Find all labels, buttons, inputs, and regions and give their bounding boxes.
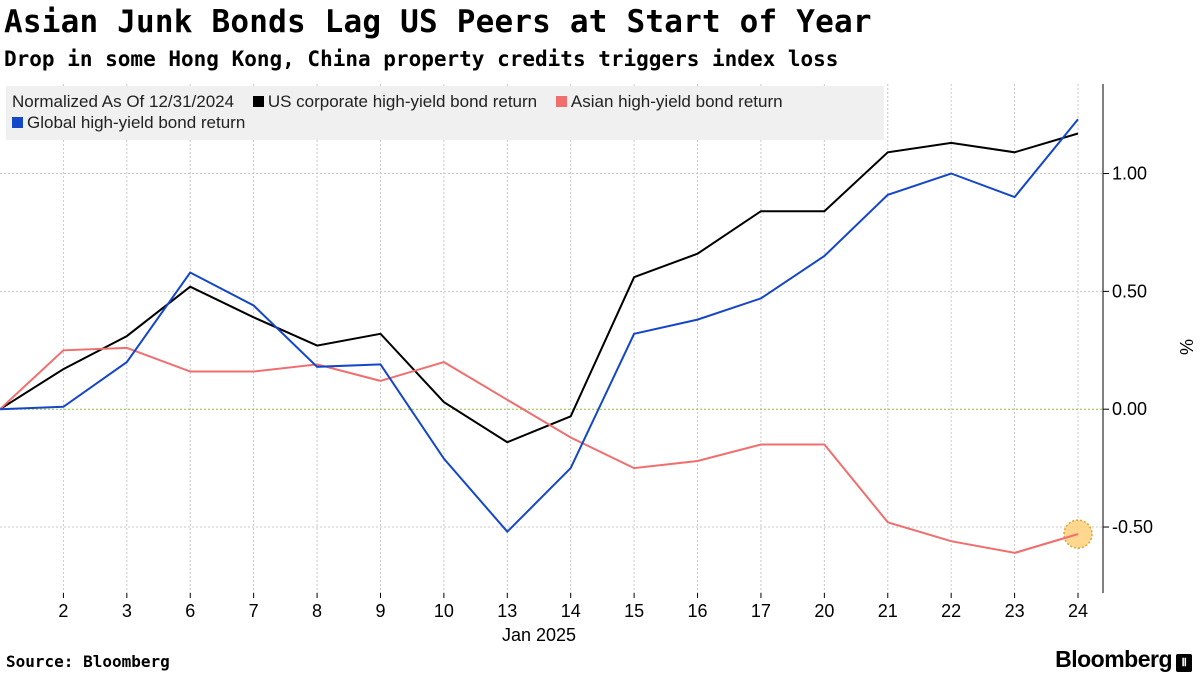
legend-label-asia: Asian high-yield bond return xyxy=(570,92,783,111)
x-tick-label: 13 xyxy=(497,601,517,621)
brand-terminal-icon: Ⅱ xyxy=(1176,654,1192,672)
x-tick-label: 24 xyxy=(1068,601,1088,621)
x-tick-label: 21 xyxy=(878,601,898,621)
x-tick-label: 20 xyxy=(814,601,834,621)
legend-item-asia: Asian high-yield bond return xyxy=(555,92,783,112)
chart-title: Asian Junk Bonds Lag US Peers at Start o… xyxy=(4,4,872,40)
x-group-label: Jan 2025 xyxy=(502,625,576,645)
series-lines xyxy=(0,118,1079,554)
chart-subtitle: Drop in some Hong Kong, China property c… xyxy=(4,47,839,71)
brand-name: Bloomberg xyxy=(1055,646,1172,672)
series-line-0 xyxy=(0,132,1079,444)
x-tick-label: 10 xyxy=(434,601,454,621)
y-axis-label: % xyxy=(1176,339,1196,355)
x-tick-label: 7 xyxy=(249,601,259,621)
legend-item-us: US corporate high-yield bond return xyxy=(252,92,538,112)
highlight-line-tip xyxy=(1014,533,1079,554)
y-tick-label: 1.00 xyxy=(1112,164,1147,184)
x-tick-label: 23 xyxy=(1005,601,1025,621)
x-tick-label: 8 xyxy=(312,601,322,621)
series-line-2 xyxy=(0,118,1079,534)
x-tick-label: 14 xyxy=(561,601,581,621)
x-tick-label: 16 xyxy=(688,601,708,621)
x-tick-label: 17 xyxy=(751,601,771,621)
y-tick-label: 0.50 xyxy=(1112,281,1147,301)
brand-logo: Bloomberg Ⅱ xyxy=(1055,646,1192,673)
legend-swatch-asia xyxy=(555,96,567,107)
legend-title: Normalized As Of 12/31/2024 xyxy=(12,92,235,111)
x-tick-label: 3 xyxy=(122,601,132,621)
highlight-marker xyxy=(1014,519,1093,554)
x-tick-label: 9 xyxy=(375,601,385,621)
x-tick-label: 22 xyxy=(941,601,961,621)
source-note: Source: Bloomberg xyxy=(6,652,170,671)
x-tick-label: 2 xyxy=(58,601,68,621)
legend-swatch-global xyxy=(12,117,23,128)
legend-item-global: Global high-yield bond return xyxy=(12,113,245,133)
y-tick-label: 0.00 xyxy=(1112,399,1147,419)
legend: Normalized As Of 12/31/2024 US corporate… xyxy=(6,86,884,140)
x-tick-label: 6 xyxy=(185,601,195,621)
legend-label-global: Global high-yield bond return xyxy=(27,113,246,132)
series-line-1 xyxy=(0,346,1079,554)
legend-swatch-us xyxy=(252,96,264,107)
x-tick-label: 15 xyxy=(624,601,644,621)
y-axis: -0.50 0.00 0.50 1.00% xyxy=(1102,84,1196,593)
legend-label-us: US corporate high-yield bond return xyxy=(267,92,538,111)
chart-grid xyxy=(0,84,1103,593)
y-tick-label: -0.50 xyxy=(1112,517,1153,537)
